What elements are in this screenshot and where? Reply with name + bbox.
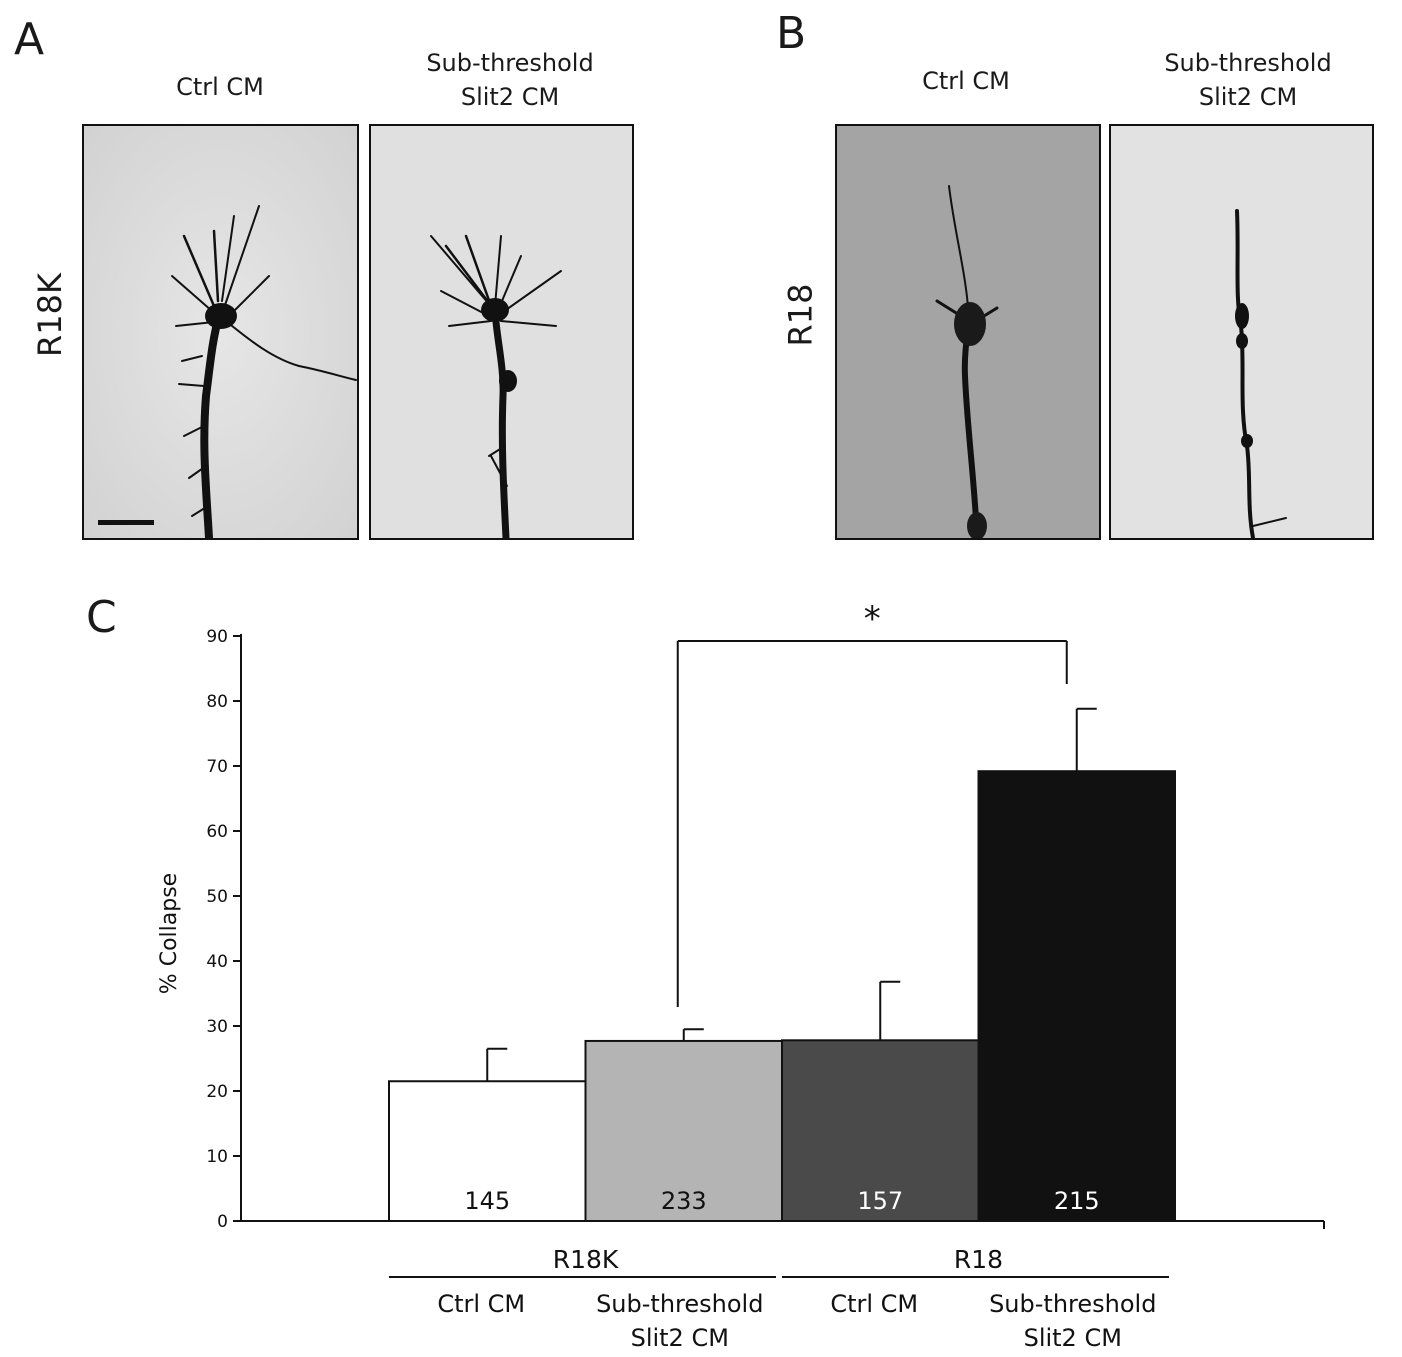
panel-b-col2-label: Sub-threshold Slit2 CM bbox=[1118, 46, 1378, 114]
growth-cone-image bbox=[1111, 126, 1372, 538]
y-tick-label: 20 bbox=[206, 1082, 228, 1102]
significance-asterisk: * bbox=[864, 599, 881, 639]
y-tick-label: 80 bbox=[206, 692, 228, 712]
panel-b-row-label: R18 bbox=[780, 283, 819, 347]
y-tick-label: 50 bbox=[206, 887, 228, 907]
group-label: R18K bbox=[553, 1245, 619, 1274]
panel-c-letter: C bbox=[86, 592, 117, 643]
y-tick-label: 70 bbox=[206, 757, 228, 777]
y-tick-label: 0 bbox=[217, 1212, 228, 1232]
panel-b-letter: B bbox=[776, 8, 807, 59]
condition-label-line2: Slit2 CM bbox=[631, 1324, 729, 1352]
panel-a-row-label: R18K bbox=[31, 273, 69, 357]
panel-b-col1-line1: Ctrl CM bbox=[922, 67, 1010, 95]
bar bbox=[781, 1039, 980, 1222]
panel-a-col1-line1: Ctrl CM bbox=[176, 73, 264, 101]
collapse-bar-chart: 0 10 20 30 40 50 60 70 80 90 % Collapse 145 233 157 21… bbox=[157, 599, 1325, 1352]
panel-a-col2-line1: Sub-threshold bbox=[426, 49, 594, 77]
panel-b-col2-line1: Sub-threshold bbox=[1164, 49, 1332, 77]
bar-n-label: 233 bbox=[661, 1187, 707, 1215]
panel-b-col2-line2: Slit2 CM bbox=[1198, 83, 1298, 111]
micrograph-r18k-ctrl bbox=[82, 124, 359, 540]
bar-n-label: 215 bbox=[1054, 1187, 1100, 1215]
y-tick-label: 90 bbox=[206, 627, 228, 647]
bar bbox=[977, 770, 1176, 1222]
growth-cone-image bbox=[837, 126, 1099, 538]
condition-label-line1: Sub-threshold bbox=[989, 1290, 1156, 1318]
group-label: R18 bbox=[954, 1245, 1003, 1274]
y-tick-label: 40 bbox=[206, 952, 228, 972]
panel-b-col1-label: Ctrl CM bbox=[866, 64, 1066, 98]
condition-label-line1: Ctrl CM bbox=[830, 1290, 918, 1318]
y-tick-label: 10 bbox=[206, 1147, 228, 1167]
y-tick-label: 60 bbox=[206, 822, 228, 842]
y-tick-label: 30 bbox=[206, 1017, 228, 1037]
bar-n-label: 157 bbox=[857, 1187, 903, 1215]
scale-bar bbox=[98, 520, 154, 525]
panel-a-col1-label: Ctrl CM bbox=[120, 70, 320, 104]
micrograph-r18-ctrl bbox=[835, 124, 1101, 540]
condition-label-line1: Ctrl CM bbox=[437, 1290, 525, 1318]
panel-a-letter: A bbox=[14, 14, 45, 65]
y-axis-label: % Collapse bbox=[157, 873, 182, 994]
growth-cone-image bbox=[84, 126, 357, 538]
panel-a-col2-label: Sub-threshold Slit2 CM bbox=[380, 46, 640, 114]
micrograph-r18k-slit2 bbox=[369, 124, 634, 540]
bar-n-label: 145 bbox=[464, 1187, 510, 1215]
condition-label-line1: Sub-threshold bbox=[596, 1290, 763, 1318]
panel-a-col2-line2: Slit2 CM bbox=[460, 83, 560, 111]
condition-label-line2: Slit2 CM bbox=[1024, 1324, 1122, 1352]
micrograph-r18-slit2 bbox=[1109, 124, 1374, 540]
growth-cone-image bbox=[371, 126, 632, 538]
